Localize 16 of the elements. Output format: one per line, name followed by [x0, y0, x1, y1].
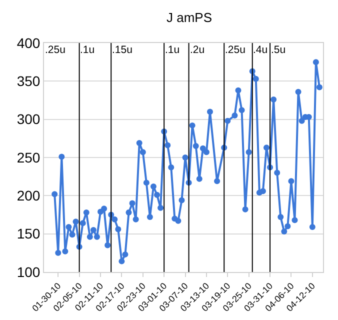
y-tick-label: 100	[16, 264, 40, 280]
ref-line-label: .1u	[165, 44, 180, 56]
ref-line-label: .2u	[190, 44, 205, 56]
y-tick-label: 400	[16, 34, 40, 51]
y-tick-label: 150	[16, 226, 40, 242]
y-tick-label: 350	[16, 73, 40, 90]
y-tick-label: 200	[16, 188, 40, 204]
ref-line-label: .4u	[253, 44, 268, 56]
y-tick-label: 250	[16, 149, 40, 166]
y-tick-label: 300	[16, 111, 40, 128]
chart-title: J amPS	[166, 10, 212, 25]
ref-line-label: .15u	[112, 44, 133, 56]
ref-line-label: .1u	[80, 44, 95, 56]
annotation: .25u	[45, 44, 66, 56]
ref-line-label: .25u	[225, 44, 246, 56]
ref-line-label: .5u	[271, 44, 286, 56]
